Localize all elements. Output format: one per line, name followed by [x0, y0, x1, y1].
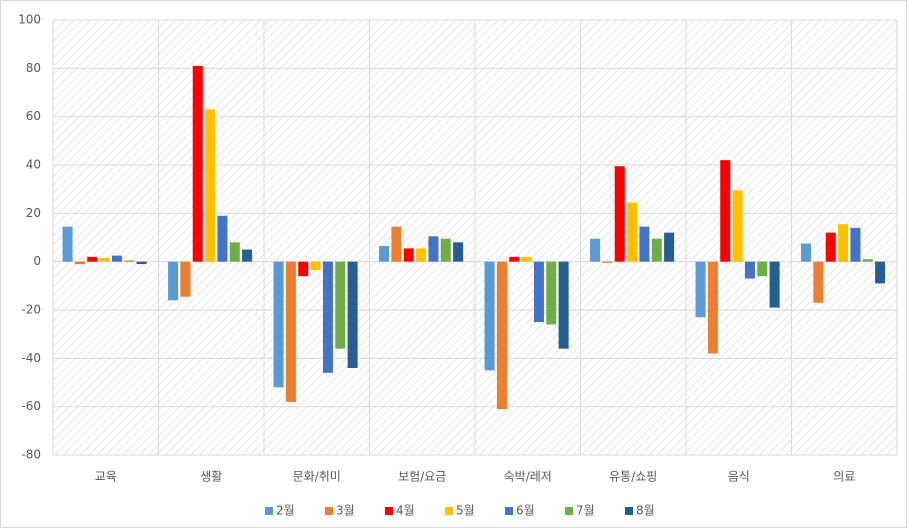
legend-label: 2월: [276, 504, 295, 518]
legend-label: 5월: [456, 504, 475, 518]
y-tick-label: -60: [21, 399, 41, 413]
bar: [62, 226, 73, 262]
x-tick-label: 보험/요금: [398, 470, 446, 484]
bar: [229, 242, 240, 262]
bar: [521, 256, 532, 262]
y-tick-label: 80: [26, 61, 41, 75]
x-tick-label: 숙박/레저: [504, 470, 552, 484]
bar: [74, 261, 85, 265]
bar: [875, 261, 886, 284]
bar: [111, 255, 122, 262]
y-tick-label: 100: [18, 13, 41, 27]
legend-swatch: [445, 507, 453, 515]
bar: [453, 242, 464, 262]
y-tick-label: 40: [26, 158, 41, 172]
x-tick-label: 의료: [833, 470, 855, 484]
y-tick-label: 0: [33, 254, 41, 268]
bar: [322, 261, 333, 373]
legend-swatch: [265, 507, 273, 515]
x-tick-label: 문화/취미: [293, 470, 341, 484]
legend-swatch: [325, 507, 333, 515]
bar: [484, 261, 495, 371]
bar: [180, 261, 191, 297]
bar: [285, 261, 296, 402]
bar: [850, 227, 861, 262]
legend-label: 8월: [636, 504, 655, 518]
bar: [379, 245, 390, 262]
bar: [801, 243, 812, 262]
bar: [732, 190, 743, 262]
legend-swatch: [565, 507, 573, 515]
bar: [509, 256, 520, 262]
bar: [838, 224, 849, 262]
x-tick-label: 유통/쇼핑: [609, 470, 657, 484]
bar: [744, 261, 755, 279]
bar: [825, 232, 836, 262]
legend-label: 6월: [516, 504, 535, 518]
bar: [496, 261, 507, 410]
bar: [298, 261, 309, 277]
y-tick-label: -20: [21, 303, 41, 317]
x-tick-label: 교육: [95, 470, 117, 484]
bar: [639, 226, 650, 262]
bar: [695, 261, 706, 318]
bar: [862, 259, 873, 262]
bar: [546, 261, 557, 325]
legend-swatch: [505, 507, 513, 515]
bar: [769, 261, 780, 308]
bar: [217, 215, 228, 262]
bar: [310, 261, 321, 271]
bar: [651, 238, 662, 262]
bar: [168, 261, 179, 301]
bar: [99, 258, 110, 262]
bar: [124, 260, 135, 262]
bar: [590, 238, 601, 262]
x-tick-label: 생활: [200, 470, 222, 484]
bar: [391, 226, 402, 262]
bar: [813, 261, 824, 303]
y-tick-label: 60: [26, 109, 41, 123]
bar: [242, 249, 253, 262]
x-tick-label: 음식: [728, 470, 750, 484]
bar: [614, 166, 625, 262]
legend-swatch: [625, 507, 633, 515]
bar: [335, 261, 346, 349]
y-tick-label: -80: [21, 448, 41, 462]
bar: [403, 248, 414, 262]
bar: [416, 248, 427, 262]
bar: [558, 261, 569, 349]
legend-label: 3월: [336, 504, 355, 518]
bar: [428, 236, 439, 262]
bar: [87, 256, 98, 262]
y-tick-label: -40: [21, 351, 41, 365]
bar: [192, 65, 203, 262]
bar: [627, 202, 638, 262]
bar: [273, 261, 284, 388]
bar: [347, 261, 358, 368]
y-tick-label: 20: [26, 206, 41, 220]
legend-label: 7월: [576, 504, 595, 518]
bar: [757, 261, 768, 277]
legend-swatch: [385, 507, 393, 515]
bar: [205, 109, 216, 262]
bar: [720, 160, 731, 262]
bar: [602, 261, 613, 263]
legend-label: 4월: [396, 504, 415, 518]
bar: [664, 232, 675, 262]
bar: [136, 261, 147, 265]
bar: [707, 261, 718, 354]
bar: [533, 261, 544, 323]
bar: [440, 238, 451, 262]
